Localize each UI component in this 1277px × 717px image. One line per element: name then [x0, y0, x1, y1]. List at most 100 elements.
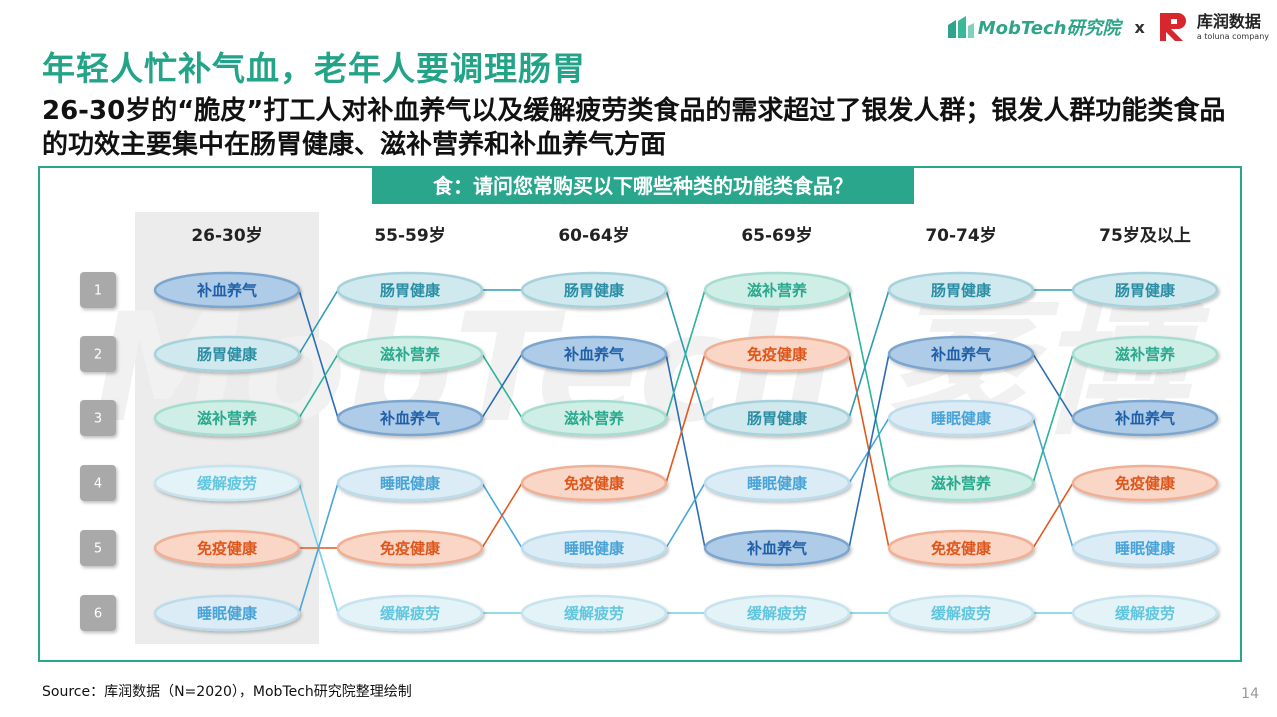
- category-label: 免疫健康: [564, 475, 625, 493]
- category-label: 滋补营养: [931, 475, 992, 493]
- category-node: 睡眠健康: [1071, 529, 1219, 567]
- category-ellipse: [153, 399, 301, 437]
- category-label: 免疫健康: [197, 540, 258, 558]
- chart-frame: [38, 166, 1242, 662]
- rank-badge: 1: [80, 272, 116, 308]
- mobtech-logo: MobTech研究院: [947, 14, 1121, 40]
- logo-separator: x: [1134, 17, 1145, 37]
- category-node: 睡眠健康: [153, 594, 301, 632]
- category-label: 免疫健康: [380, 540, 441, 558]
- category-node: 免疫健康: [153, 529, 301, 567]
- rank-line: [665, 482, 706, 549]
- category-label: 滋补营养: [380, 346, 441, 364]
- rank-line: [298, 289, 339, 355]
- kurun-logo-text: 库润数据: [1196, 11, 1261, 31]
- category-ellipse: [336, 529, 484, 567]
- category-node: 滋补营养: [887, 464, 1035, 502]
- category-label: 肠胃健康: [564, 282, 625, 300]
- category-ellipse: [887, 464, 1035, 502]
- rank-line: [1032, 482, 1074, 549]
- category-label: 滋补营养: [564, 410, 625, 428]
- category-label: 缓解疲劳: [931, 605, 991, 623]
- category-label: 缓解疲劳: [197, 475, 257, 493]
- category-ellipse: [520, 594, 668, 632]
- category-ellipse: [703, 464, 851, 502]
- category-node: 肠胃健康: [1071, 271, 1219, 309]
- category-ellipse: [1071, 594, 1219, 632]
- category-label: 补血养气: [379, 410, 440, 428]
- column-header: 26-30岁: [191, 225, 262, 246]
- rank-line: [665, 289, 706, 419]
- rank-line: [848, 353, 890, 549]
- category-label: 免疫健康: [931, 540, 992, 558]
- category-node: 补血养气: [153, 271, 301, 309]
- column-header: 55-59岁: [374, 225, 445, 246]
- page-number: 14: [1241, 686, 1259, 702]
- category-ellipse: [703, 271, 851, 309]
- rank-badge: 6: [80, 595, 116, 631]
- category-ellipse: [153, 594, 301, 632]
- category-label: 补血养气: [196, 282, 257, 300]
- category-ellipse: [336, 594, 484, 632]
- source-note: Source：库润数据（N=2020），MobTech研究院整理绘制: [42, 684, 412, 700]
- rank-label: 4: [94, 477, 102, 492]
- category-ellipse: [703, 529, 851, 567]
- category-ellipse: [153, 335, 301, 373]
- rank-line: [1032, 353, 1074, 484]
- category-node: 肠胃健康: [520, 271, 668, 309]
- category-label: 免疫健康: [1115, 475, 1176, 493]
- category-node: 缓解疲劳: [520, 594, 668, 632]
- column-header: 75岁及以上: [1099, 225, 1191, 246]
- column-header: 70-74岁: [925, 225, 996, 246]
- category-ellipse: [887, 335, 1035, 373]
- category-label: 肠胃健康: [197, 346, 258, 364]
- category-node: 滋补营养: [153, 399, 301, 437]
- category-node: 免疫健康: [520, 464, 668, 502]
- category-node: 免疫健康: [703, 335, 851, 373]
- rank-lines: [298, 289, 1074, 614]
- category-node: 补血养气: [703, 529, 851, 567]
- category-ellipse: [1071, 399, 1219, 437]
- category-label: 睡眠健康: [931, 410, 992, 428]
- category-node: 滋补营养: [703, 271, 851, 309]
- rank-line: [665, 353, 706, 484]
- category-ellipse: [703, 335, 851, 373]
- category-node: 滋补营养: [520, 399, 668, 437]
- category-ellipse: [520, 335, 668, 373]
- category-node: 补血养气: [336, 399, 484, 437]
- category-label: 缓解疲劳: [564, 605, 624, 623]
- rank-line: [298, 289, 339, 419]
- rank-badge: 5: [80, 530, 116, 566]
- rank-label: 3: [94, 412, 102, 427]
- rank-line: [848, 289, 890, 419]
- rank-line: [1032, 353, 1074, 419]
- category-label: 滋补营养: [1115, 346, 1176, 364]
- category-label: 睡眠健康: [747, 475, 808, 493]
- rank-label: 2: [94, 348, 102, 363]
- category-node: 补血养气: [520, 335, 668, 373]
- category-ellipse: [153, 464, 301, 502]
- rank-line: [298, 482, 339, 614]
- category-node: 免疫健康: [336, 529, 484, 567]
- category-ellipse: [703, 594, 851, 632]
- category-label: 补血养气: [746, 540, 807, 558]
- category-node: 补血养气: [887, 335, 1035, 373]
- question-banner: 食：请问您常购买以下哪些种类的功能类食品？: [372, 168, 914, 204]
- rank-label: 6: [94, 607, 102, 622]
- category-node: 免疫健康: [887, 529, 1035, 567]
- category-label: 缓解疲劳: [1115, 605, 1175, 623]
- category-ellipse: [1071, 464, 1219, 502]
- category-node: 肠胃健康: [153, 335, 301, 373]
- category-label: 睡眠健康: [380, 475, 441, 493]
- brand-logos: MobTech研究院 x 库润数据 a toluna company: [947, 10, 1269, 44]
- category-label: 缓解疲劳: [747, 605, 807, 623]
- category-label: 滋补营养: [747, 282, 808, 300]
- category-node: 睡眠健康: [887, 399, 1035, 437]
- category-node: 缓解疲劳: [1071, 594, 1219, 632]
- category-label: 睡眠健康: [1115, 540, 1176, 558]
- category-ellipse: [520, 399, 668, 437]
- category-ellipse: [336, 464, 484, 502]
- category-label: 肠胃健康: [931, 282, 992, 300]
- category-node: 补血养气: [1071, 399, 1219, 437]
